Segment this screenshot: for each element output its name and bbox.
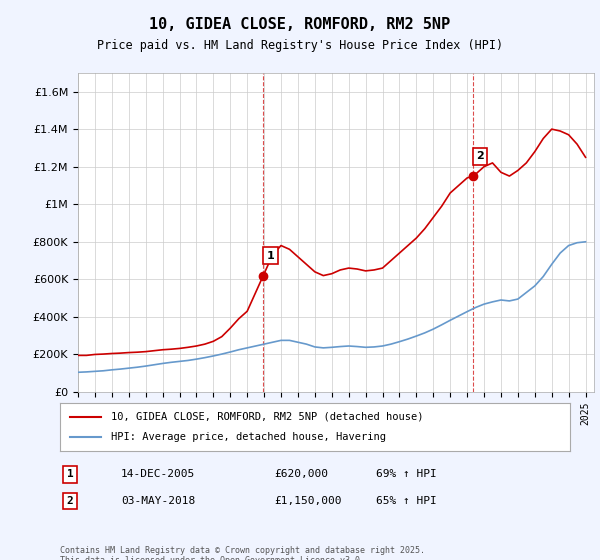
Text: 1: 1 xyxy=(266,251,274,261)
Text: £620,000: £620,000 xyxy=(274,469,328,479)
Text: 69% ↑ HPI: 69% ↑ HPI xyxy=(376,469,437,479)
Text: 10, GIDEA CLOSE, ROMFORD, RM2 5NP (detached house): 10, GIDEA CLOSE, ROMFORD, RM2 5NP (detac… xyxy=(111,412,424,422)
Text: 14-DEC-2005: 14-DEC-2005 xyxy=(121,469,196,479)
Text: 2: 2 xyxy=(67,496,74,506)
Text: 2: 2 xyxy=(476,151,484,161)
Text: HPI: Average price, detached house, Havering: HPI: Average price, detached house, Have… xyxy=(111,432,386,442)
Text: £1,150,000: £1,150,000 xyxy=(274,496,342,506)
Text: 1: 1 xyxy=(67,469,74,479)
Text: 10, GIDEA CLOSE, ROMFORD, RM2 5NP: 10, GIDEA CLOSE, ROMFORD, RM2 5NP xyxy=(149,17,451,32)
Text: 65% ↑ HPI: 65% ↑ HPI xyxy=(376,496,437,506)
Text: 03-MAY-2018: 03-MAY-2018 xyxy=(121,496,196,506)
Text: Price paid vs. HM Land Registry's House Price Index (HPI): Price paid vs. HM Land Registry's House … xyxy=(97,39,503,52)
Text: Contains HM Land Registry data © Crown copyright and database right 2025.
This d: Contains HM Land Registry data © Crown c… xyxy=(60,546,425,560)
